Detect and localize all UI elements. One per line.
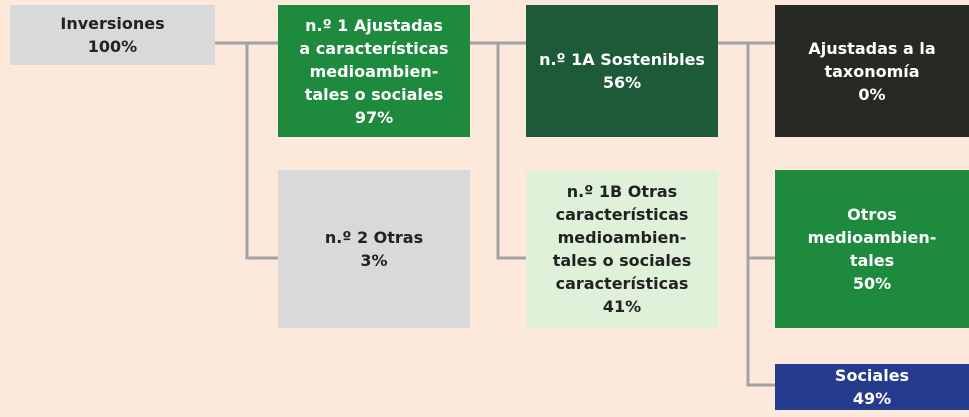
connector xyxy=(215,41,278,260)
node-label: tales xyxy=(849,251,895,270)
node-label: taxonomía xyxy=(824,61,920,81)
node-label: n.º 1A Sostenibles xyxy=(539,50,705,69)
connector xyxy=(718,41,775,387)
node-label: n.º 1 Ajustadas xyxy=(305,15,443,35)
node-box: n.º 2 Otras 3% xyxy=(278,170,470,328)
node-value: 56% xyxy=(602,73,642,92)
connector xyxy=(470,41,526,260)
node-label: características xyxy=(555,274,689,293)
node-value: 41% xyxy=(602,297,642,316)
node-label: características xyxy=(555,205,689,224)
node-box: Ajustadas a la taxonomía 0% xyxy=(775,5,969,137)
node-box: n.º 1 Ajustadas a características medioamb… xyxy=(278,5,470,137)
node-box: n.º 1B Otras características medioambien-t… xyxy=(526,170,718,328)
node-label: medioambien- xyxy=(309,61,439,81)
node-box: Sociales 49% xyxy=(775,364,969,410)
node-label: Ajustadas a la xyxy=(808,38,936,58)
node-label: medioambien- xyxy=(557,228,687,247)
node-label: tales o sociales xyxy=(304,84,444,104)
node-box: Inversiones 100% xyxy=(10,5,215,65)
node-label: n.º 1B Otras xyxy=(566,182,678,201)
node-value: 3% xyxy=(360,251,388,270)
node-label: tales o sociales xyxy=(552,251,692,270)
node-box: Otros medioambien-tales 50% xyxy=(775,170,969,328)
node-value: 49% xyxy=(852,389,892,408)
node-value: 50% xyxy=(852,274,892,293)
node-box: n.º 1A Sostenibles 56% xyxy=(526,5,718,137)
node-value: 100% xyxy=(87,37,138,56)
node-label: n.º 2 Otras xyxy=(324,228,424,247)
node-value: 0% xyxy=(858,84,886,104)
node-value: 97% xyxy=(354,107,394,127)
node-label: Sociales xyxy=(834,366,910,385)
node-label: medioambien- xyxy=(807,228,937,247)
node-label: Inversiones xyxy=(60,14,165,33)
node-label: a características xyxy=(299,38,449,58)
node-label: Otros xyxy=(847,205,897,224)
